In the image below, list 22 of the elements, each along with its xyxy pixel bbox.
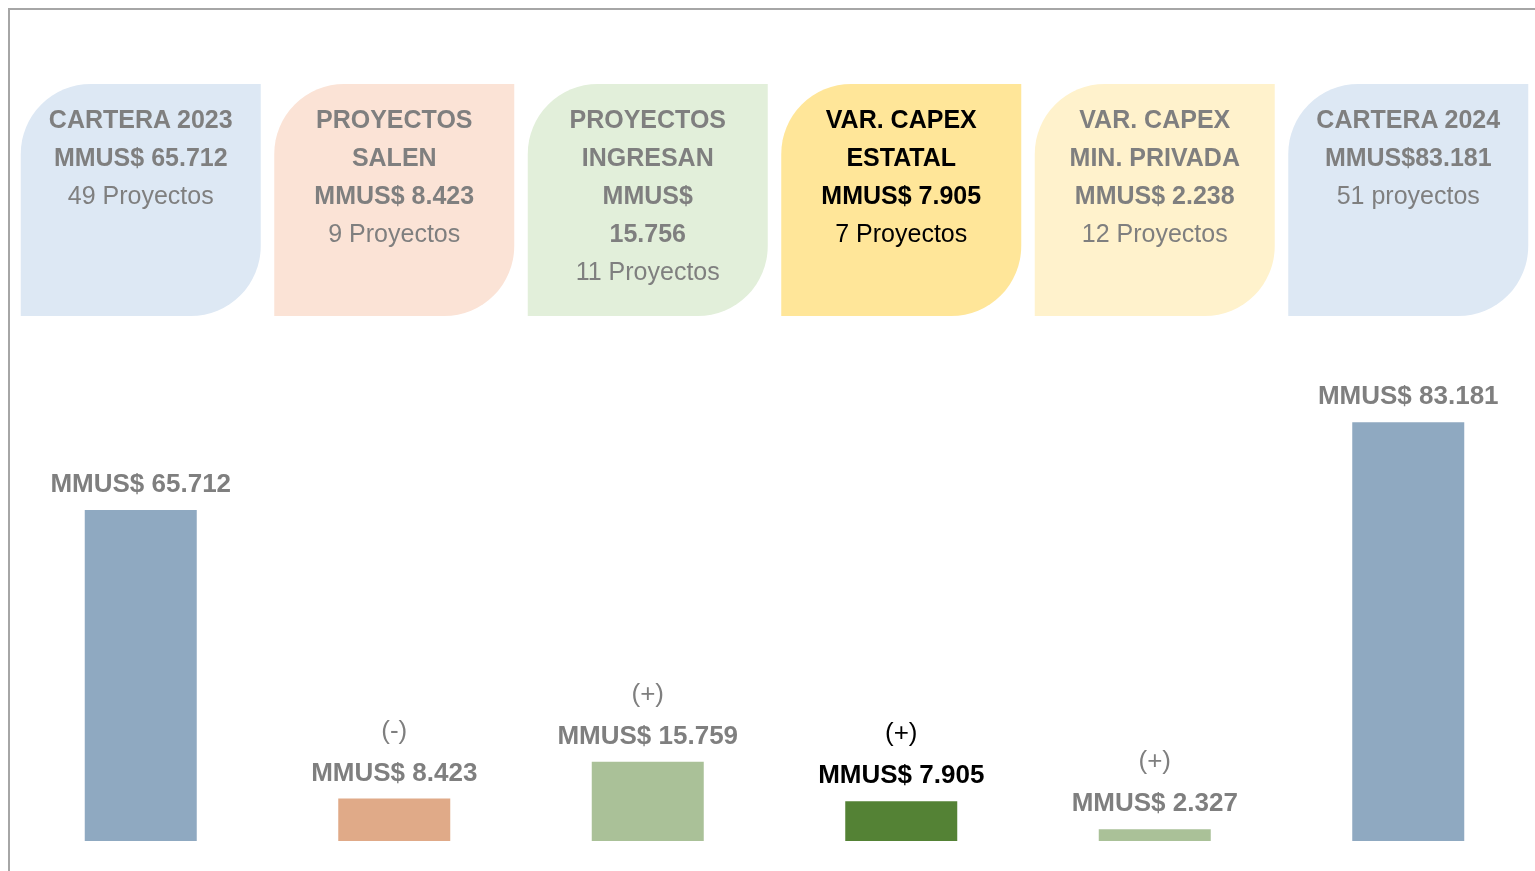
bar [591, 761, 704, 841]
x-tick-label: CARTERA 2023 MMUS$ 65.712 49 Proyectos [48, 105, 233, 209]
annotation: (+) [1138, 745, 1171, 776]
data-label: MMUS$ 65.712 [50, 468, 232, 499]
bar [1098, 829, 1211, 841]
x-tick-label: PROYECTOS INGRESAN MMUS$ 15.756 11 Proyectos [569, 105, 727, 285]
x-tick-label: VAR. CAPEX MIN. PRIVADA MMUS$ 2.238 12 Proyectos [1069, 105, 1240, 247]
annotation: (-) [381, 714, 408, 745]
x-tick-label: PROYECTOS SALEN MMUS$ 8.423 9 Proyectos [314, 105, 475, 247]
data-label: MMUS$ 7.905 [818, 759, 985, 790]
annotation: (+) [631, 677, 664, 708]
x-tick-label: CARTERA 2024 MMUS$83.181 51 proyectos [1316, 105, 1501, 209]
x-tick-label: VAR. CAPEX ESTATAL MMUS$ 7.905 7 Proyectos [821, 105, 982, 247]
data-label: MMUS$ 83.181 [1317, 380, 1499, 411]
bar [338, 798, 451, 841]
bar [1352, 422, 1465, 841]
bar [845, 801, 958, 841]
data-label: MMUS$ 8.423 [311, 756, 478, 787]
data-label: MMUS$ 15.759 [557, 719, 739, 750]
bar [84, 510, 197, 841]
annotation: (+) [885, 717, 918, 748]
data-label: MMUS$ 2.327 [1071, 787, 1238, 818]
